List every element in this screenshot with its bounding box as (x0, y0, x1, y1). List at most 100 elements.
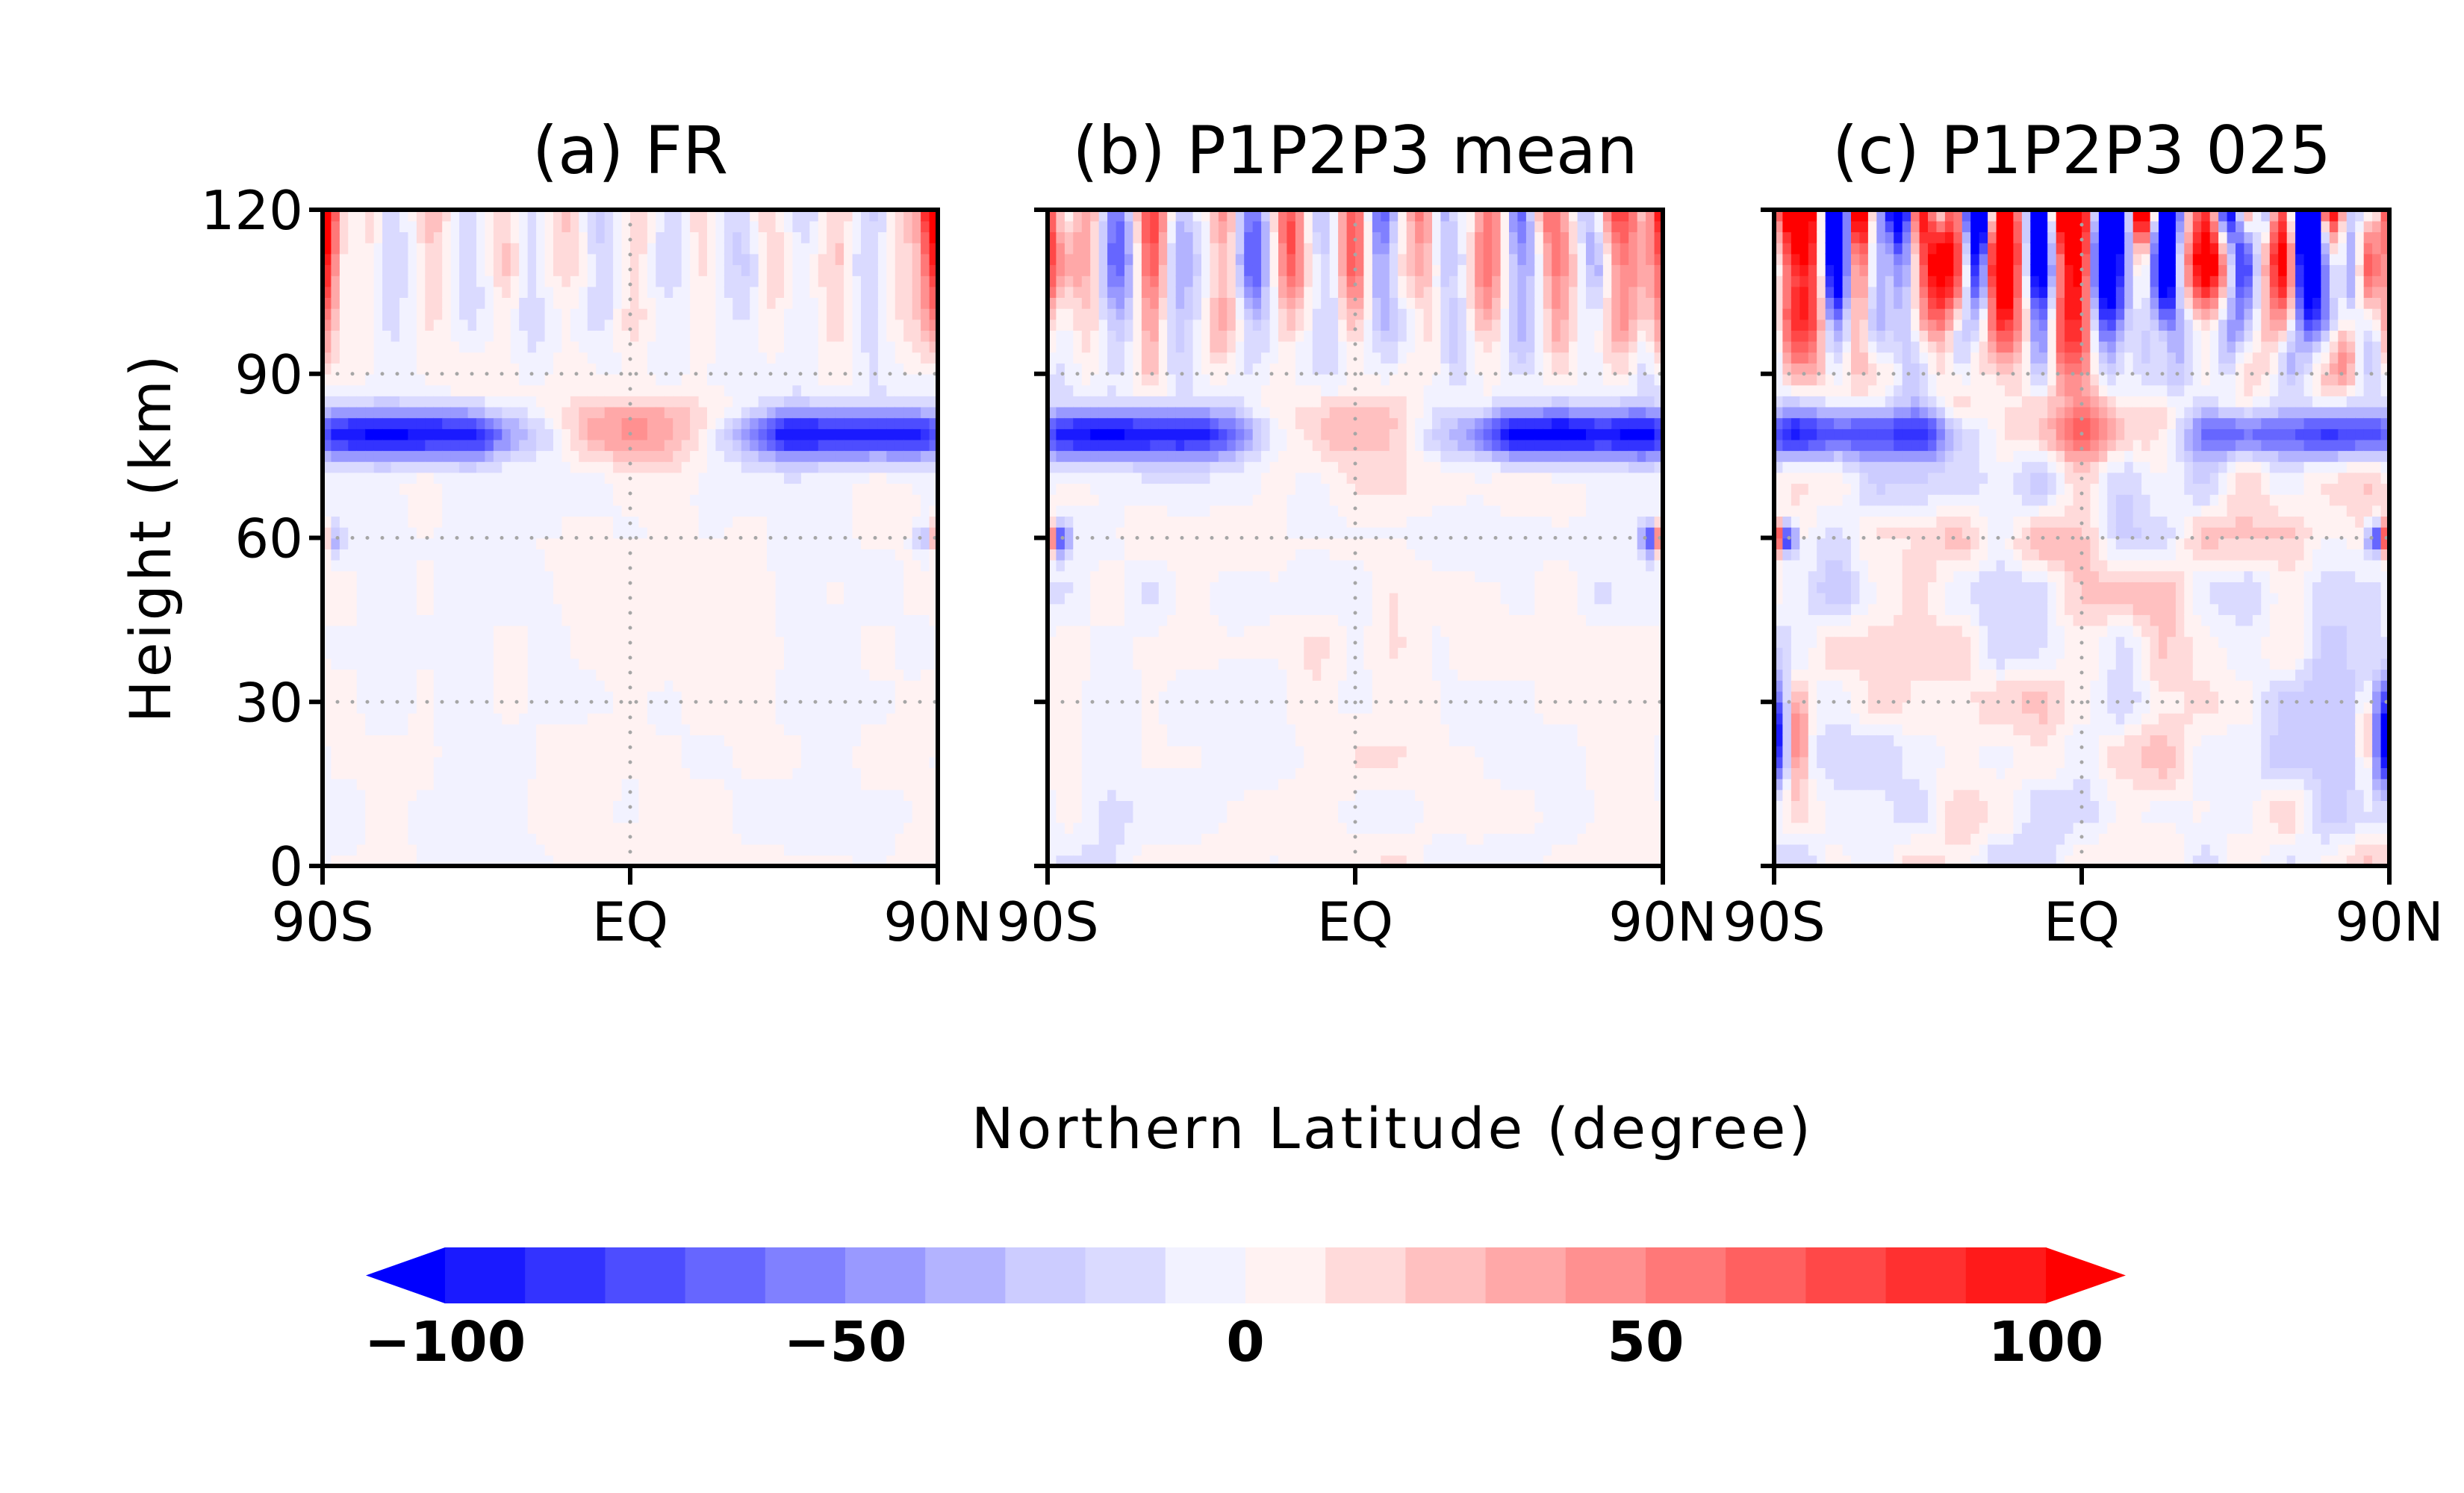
contour-cell (827, 406, 836, 419)
contour-cell (467, 461, 477, 473)
contour-cell (852, 735, 862, 746)
contour-cell (408, 592, 417, 605)
contour-cell (519, 220, 529, 233)
contour-cell (869, 789, 879, 801)
contour-cell (493, 352, 503, 364)
contour-cell (459, 789, 469, 801)
contour-cell (903, 647, 913, 659)
contour-cell (827, 625, 836, 638)
contour-cell (596, 264, 606, 276)
contour-cell (1081, 275, 1091, 287)
contour-cell (621, 363, 631, 375)
contour-cell (485, 625, 494, 638)
contour-cell (356, 242, 366, 255)
contour-cell (1056, 417, 1065, 429)
contour-cell (630, 702, 640, 714)
contour-cell (775, 625, 785, 638)
contour-cell (809, 582, 819, 593)
contour-cell (912, 352, 921, 364)
contour-cell (784, 210, 794, 222)
contour-cell (570, 570, 580, 582)
contour-cell (502, 636, 511, 648)
contour-cell (681, 712, 691, 725)
contour-cell (519, 231, 529, 243)
contour-cell (519, 559, 529, 572)
contour-cell (416, 363, 426, 375)
contour-cell (664, 461, 673, 473)
contour-cell (877, 373, 888, 386)
contour-cell (724, 493, 734, 506)
contour-cell (707, 253, 717, 266)
contour-cell (903, 461, 913, 473)
contour-cell (861, 396, 871, 408)
contour-cell (587, 559, 597, 572)
contour-cell (792, 723, 802, 735)
contour-cell (373, 680, 383, 692)
contour-cell (732, 592, 742, 605)
contour-cell (493, 658, 503, 670)
contour-cell (1056, 603, 1065, 615)
contour-cell (767, 450, 777, 462)
contour-cell (1090, 691, 1100, 703)
contour-cell (579, 723, 588, 735)
contour-cell (844, 735, 853, 746)
contour-cell (587, 319, 597, 331)
contour-cell (476, 549, 486, 561)
contour-cell (664, 373, 673, 386)
contour-cell (570, 352, 580, 364)
contour-cell (596, 603, 606, 615)
contour-cell (869, 778, 879, 791)
contour-cell (348, 614, 358, 626)
contour-cell (1124, 767, 1134, 779)
contour-cell (784, 603, 794, 615)
contour-cell (690, 582, 700, 593)
contour-cell (903, 352, 913, 364)
contour-cell (809, 647, 819, 659)
contour-cell (1081, 800, 1091, 812)
contour-cell (536, 712, 546, 725)
contour-cell (775, 582, 785, 593)
contour-cell (382, 242, 392, 255)
contour-cell (656, 756, 665, 768)
contour-cell (339, 658, 349, 670)
contour-cell (1098, 767, 1108, 779)
contour-cell (323, 691, 332, 703)
contour-cell (1073, 822, 1083, 834)
contour-cell (750, 559, 759, 572)
contour-cell (613, 275, 623, 287)
contour-cell (827, 603, 836, 615)
contour-cell (681, 680, 691, 692)
contour-cell (690, 340, 700, 353)
contour-cell (485, 723, 494, 735)
contour-cell (638, 767, 648, 779)
contour-cell (579, 231, 588, 243)
contour-cell (476, 658, 486, 670)
contour-cell (587, 767, 597, 779)
contour-cell (741, 712, 750, 725)
contour-cell (630, 680, 640, 692)
contour-cell (348, 396, 358, 408)
contour-cell (527, 526, 537, 539)
contour-cell (827, 417, 836, 429)
contour-cell (450, 297, 460, 309)
contour-cell (425, 493, 435, 506)
contour-cell (844, 428, 853, 440)
contour-cell (476, 625, 486, 638)
contour-cell (510, 669, 520, 681)
contour-cell (450, 669, 460, 681)
contour-cell (784, 800, 794, 812)
contour-cell (613, 428, 623, 440)
contour-cell (596, 767, 606, 779)
contour-cell (827, 396, 836, 408)
contour-cell (732, 712, 742, 725)
contour-cell (570, 483, 580, 495)
contour-cell (382, 833, 392, 845)
contour-cell (485, 702, 494, 714)
contour-cell (604, 308, 614, 320)
contour-cell (895, 745, 904, 758)
contour-cell (450, 396, 460, 408)
contour-cell (1098, 352, 1108, 364)
contour-cell (673, 275, 682, 287)
contour-cell (681, 855, 691, 867)
contour-cell (621, 472, 631, 484)
